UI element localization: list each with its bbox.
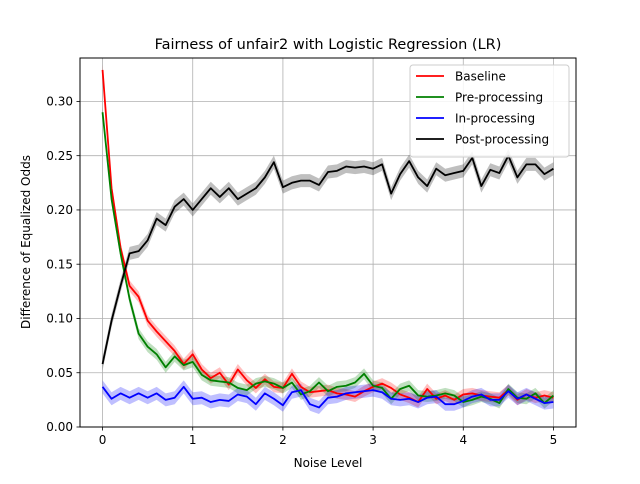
y-tick-label: 0.20 bbox=[46, 203, 73, 217]
y-tick-label: 0.00 bbox=[46, 420, 73, 434]
chart-title: Fairness of unfair2 with Logistic Regres… bbox=[155, 37, 502, 53]
legend-label: Post-processing bbox=[455, 133, 549, 147]
x-tick-label: 1 bbox=[189, 433, 197, 447]
series-line bbox=[101, 385, 554, 409]
axis-ticks: 0 1 2 3 4 5 0.00 0.05 0.10 0.15 0.20 0.25 0.30 bbox=[46, 95, 557, 447]
x-tick-label: 4 bbox=[459, 433, 467, 447]
series-line bbox=[101, 154, 554, 365]
x-tick-label: 0 bbox=[99, 433, 107, 447]
y-axis-label: Difference of Equalized Odds bbox=[19, 155, 33, 329]
y-tick-label: 0.30 bbox=[46, 95, 73, 109]
plot-frame bbox=[79, 57, 577, 428]
y-tick-label: 0.05 bbox=[46, 366, 73, 380]
legend-box bbox=[409, 64, 570, 158]
legend-label: Baseline bbox=[455, 70, 506, 84]
legend-label: In-processing bbox=[455, 112, 535, 126]
series-band bbox=[102, 149, 554, 371]
series-lines bbox=[101, 69, 555, 409]
y-tick-label: 0.10 bbox=[46, 312, 73, 326]
y-tick-label: 0.15 bbox=[46, 257, 73, 271]
legend-label: Pre-processing bbox=[455, 91, 543, 105]
legend: Baseline Pre-processing In-processing Post-… bbox=[409, 64, 570, 158]
x-tick-label: 3 bbox=[369, 433, 377, 447]
x-tick-label: 5 bbox=[550, 433, 558, 447]
y-tick-label: 0.25 bbox=[46, 149, 73, 163]
x-axis-label: Noise Level bbox=[294, 456, 363, 470]
x-tick-label: 2 bbox=[279, 433, 287, 447]
series-line bbox=[101, 112, 555, 405]
